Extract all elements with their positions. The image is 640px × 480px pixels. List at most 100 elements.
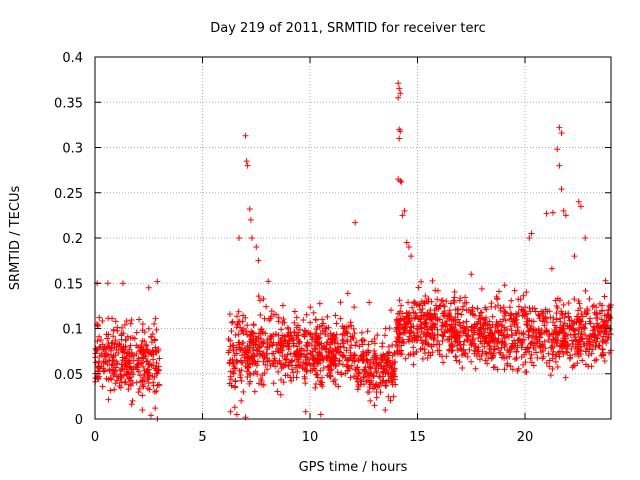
- data-point: [259, 328, 266, 335]
- data-point: [142, 347, 149, 354]
- data-point: [534, 354, 541, 361]
- data-point: [248, 336, 255, 343]
- data-point: [110, 333, 117, 340]
- data-point: [441, 303, 448, 310]
- data-point: [109, 315, 116, 322]
- data-point: [562, 212, 569, 219]
- data-point: [263, 303, 270, 310]
- data-point: [373, 355, 380, 362]
- data-point: [595, 323, 602, 330]
- data-point: [103, 353, 110, 360]
- data-point: [578, 328, 585, 335]
- data-point: [119, 348, 126, 355]
- data-point: [397, 128, 404, 135]
- data-point: [452, 306, 459, 313]
- data-point: [373, 394, 380, 401]
- data-point: [500, 304, 507, 311]
- data-point: [112, 318, 119, 325]
- data-point: [115, 350, 122, 357]
- data-point: [239, 328, 246, 335]
- data-point: [139, 320, 146, 327]
- data-point: [402, 355, 409, 362]
- data-point: [331, 376, 338, 383]
- data-point: [119, 280, 126, 287]
- data-point: [332, 357, 339, 364]
- data-point: [570, 341, 577, 348]
- data-point: [582, 361, 589, 368]
- data-point: [443, 298, 450, 305]
- data-point: [579, 336, 586, 343]
- data-point: [576, 324, 583, 331]
- data-point: [488, 300, 495, 307]
- data-point: [370, 358, 377, 365]
- data-point: [501, 282, 508, 289]
- data-point: [405, 299, 412, 306]
- data-point: [302, 408, 309, 415]
- data-point: [138, 343, 145, 350]
- data-point: [232, 332, 239, 339]
- data-point: [270, 380, 277, 387]
- data-point: [230, 360, 237, 367]
- data-point: [449, 343, 456, 350]
- data-point: [443, 321, 450, 328]
- data-point: [355, 357, 362, 364]
- data-point: [239, 359, 246, 366]
- data-point: [477, 309, 484, 316]
- data-point: [295, 322, 302, 329]
- data-point: [287, 350, 294, 357]
- data-point: [496, 349, 503, 356]
- data-point: [558, 310, 565, 317]
- y-tick-label: 0.3: [62, 142, 83, 157]
- data-point: [366, 299, 373, 306]
- data-point: [294, 349, 301, 356]
- data-point: [236, 339, 243, 346]
- data-point: [381, 353, 388, 360]
- data-point: [236, 235, 243, 241]
- data-point: [422, 293, 429, 300]
- data-point: [562, 374, 569, 381]
- data-point: [388, 377, 395, 384]
- data-point: [125, 350, 132, 357]
- data-point: [153, 348, 160, 355]
- data-point: [226, 380, 233, 387]
- data-point: [363, 356, 370, 363]
- data-point: [525, 334, 532, 341]
- data-point: [334, 369, 341, 376]
- data-point: [339, 323, 346, 330]
- data-point: [284, 324, 291, 331]
- data-point: [418, 298, 425, 305]
- data-point: [549, 209, 556, 216]
- data-point: [275, 318, 282, 325]
- data-point: [555, 349, 562, 356]
- data-point: [565, 300, 572, 307]
- data-point: [514, 367, 521, 374]
- data-point: [515, 310, 522, 317]
- data-point: [379, 377, 386, 384]
- data-point: [237, 374, 244, 381]
- data-point: [312, 316, 319, 323]
- data-point: [526, 235, 533, 241]
- data-point: [596, 342, 603, 349]
- data-point: [501, 366, 508, 373]
- data-point: [575, 330, 582, 337]
- data-point: [384, 360, 391, 367]
- data-point: [238, 397, 245, 404]
- data-point: [472, 365, 479, 372]
- data-point: [382, 382, 389, 389]
- data-point: [244, 373, 251, 380]
- data-point: [143, 368, 150, 375]
- data-point: [417, 346, 424, 353]
- data-point: [127, 342, 134, 349]
- data-point: [478, 330, 485, 337]
- data-point: [304, 347, 311, 354]
- data-point: [114, 327, 121, 334]
- data-point: [280, 363, 287, 370]
- data-point: [146, 386, 153, 393]
- data-point: [243, 158, 250, 165]
- data-point: [115, 340, 122, 347]
- data-point: [584, 345, 591, 352]
- data-point: [478, 309, 485, 316]
- data-point: [495, 327, 502, 334]
- y-tick-label: 0.2: [62, 232, 83, 247]
- data-point: [255, 257, 262, 264]
